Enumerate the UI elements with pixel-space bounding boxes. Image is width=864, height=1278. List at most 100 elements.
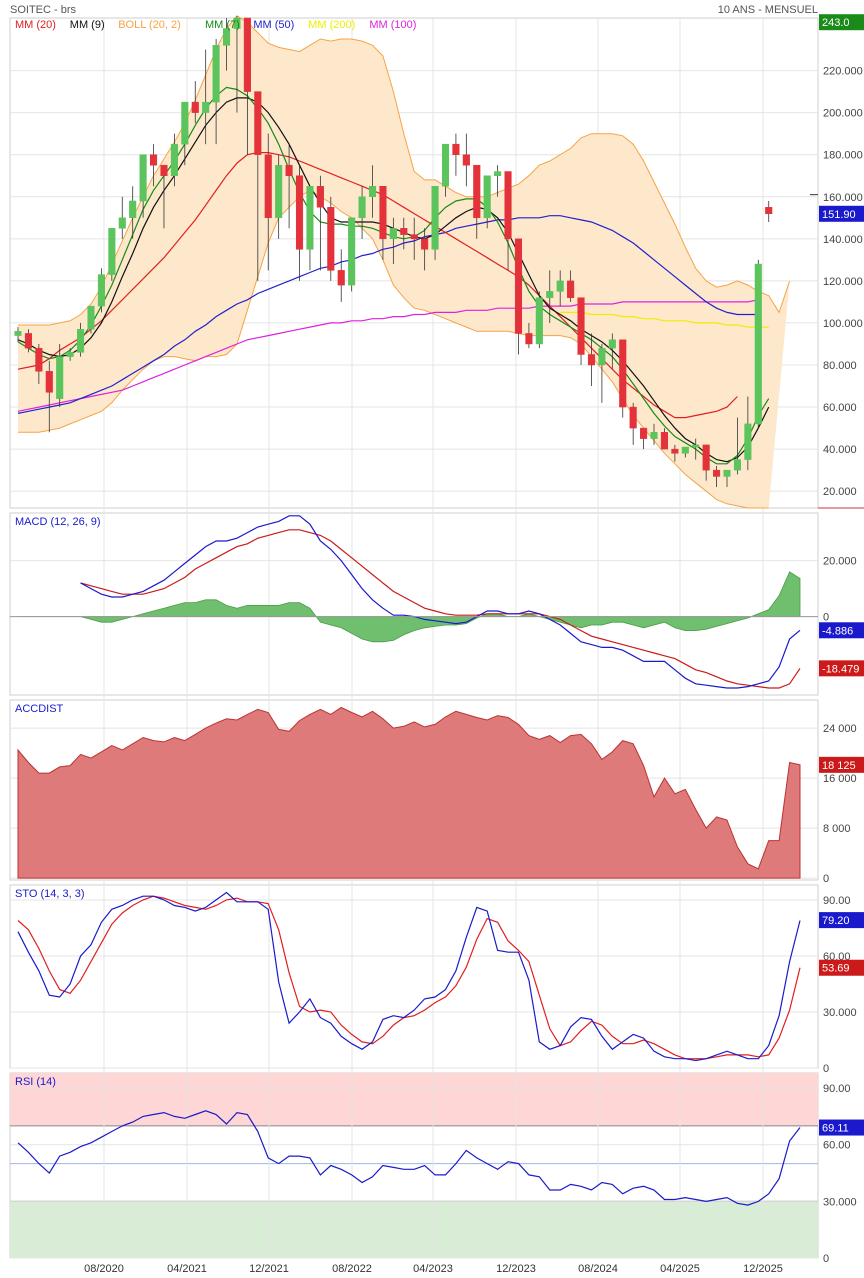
candle-body — [483, 175, 491, 219]
candle — [348, 217, 356, 292]
candle — [494, 165, 502, 197]
candle-body — [35, 347, 43, 372]
candle — [441, 143, 450, 197]
legend-item: MM (7) — [205, 19, 240, 31]
candle — [733, 417, 741, 475]
accdist-area — [17, 706, 801, 879]
value-badge-label: 79.20 — [822, 915, 850, 927]
y-tick-label: 160.000 — [823, 192, 863, 204]
candle-body — [713, 469, 721, 477]
candle — [77, 322, 85, 357]
candle-body — [108, 228, 116, 275]
candle-body — [285, 164, 293, 176]
x-tick-label: 12/2025 — [743, 1263, 783, 1275]
candle-body — [327, 207, 335, 271]
candle — [170, 133, 178, 187]
macd-signal-line — [80, 529, 801, 689]
mm200-line — [560, 311, 769, 328]
panel-title: STO (14, 3, 3) — [15, 888, 85, 900]
panel-title: ACCDIST — [15, 703, 64, 715]
y-tick-label: 30.000 — [823, 1007, 857, 1019]
value-badge-box — [819, 756, 864, 773]
candle — [56, 343, 64, 408]
series-layer — [14, 15, 801, 1206]
candle — [410, 217, 418, 260]
candle-body — [87, 305, 95, 330]
value-badge: 79.20 — [819, 912, 864, 929]
panel-frame — [9, 512, 819, 696]
value-badge: 243.0 — [819, 14, 864, 31]
candle-body — [337, 270, 345, 286]
candle-body — [358, 196, 366, 219]
macd-histogram — [18, 571, 801, 643]
candle-body — [368, 185, 377, 198]
value-badge: 18 125 — [819, 756, 864, 773]
candle-body — [567, 280, 575, 298]
candle-body — [243, 17, 251, 92]
candle-body — [640, 427, 648, 439]
candle — [202, 49, 210, 145]
candle — [24, 329, 32, 353]
panel-title: MACD (12, 26, 9) — [15, 516, 101, 528]
candle-body — [400, 228, 408, 235]
candle-body — [316, 185, 324, 208]
candle — [556, 270, 564, 307]
axis-layer — [10, 194, 864, 618]
candle-body — [546, 291, 554, 298]
y-tick-label: 8 000 — [823, 823, 851, 835]
candle — [45, 360, 53, 433]
candle-body — [14, 331, 22, 336]
candle-body — [629, 406, 637, 429]
candle — [191, 81, 199, 124]
candle — [389, 217, 397, 265]
candle-body — [754, 263, 762, 425]
candle-body — [421, 238, 429, 250]
candle-body — [765, 207, 773, 215]
x-tick-label: 12/2023 — [496, 1263, 536, 1275]
x-tick-label: 08/2024 — [578, 1263, 618, 1275]
candle-body — [348, 217, 356, 286]
candle — [431, 185, 439, 260]
candle-body — [306, 185, 314, 250]
value-badge-label: 69.11 — [822, 1123, 849, 1135]
y-tick-label: 0 — [823, 612, 829, 624]
value-badge-label: -4.886 — [822, 625, 853, 637]
candle — [275, 154, 283, 239]
mm50-line — [17, 215, 759, 414]
candle-body — [525, 333, 533, 345]
candle-body — [77, 328, 85, 353]
candle — [598, 343, 606, 403]
y-tick-label: 20.000 — [823, 486, 857, 498]
candle-body — [254, 91, 262, 155]
sto-d-line — [17, 895, 801, 1060]
y-tick-label: 200.000 — [823, 108, 863, 120]
candle — [577, 297, 585, 365]
candle-body — [587, 354, 596, 366]
x-tick-label: 08/2020 — [84, 1263, 124, 1275]
candle-body — [191, 101, 199, 113]
y-tick-label: 180.000 — [823, 150, 863, 162]
candle — [97, 268, 105, 313]
candle — [35, 343, 43, 384]
legend-item: MM (20) — [15, 19, 56, 31]
candle — [681, 446, 689, 458]
candle — [118, 196, 126, 239]
candle — [87, 305, 95, 334]
candle-body — [462, 154, 470, 166]
candle — [212, 39, 220, 145]
candle — [587, 333, 596, 387]
candle-body — [671, 448, 679, 454]
legend-item: MM (9) — [70, 19, 105, 31]
panel-backgrounds — [9, 17, 819, 1259]
candle-body — [202, 101, 210, 113]
candle — [139, 154, 147, 218]
y-tick-label: 90.00 — [823, 1083, 851, 1095]
candle — [306, 185, 314, 271]
candle — [421, 228, 429, 271]
candle-body — [45, 371, 53, 393]
mm20-line — [17, 152, 738, 419]
value-badge-label: 151.90 — [822, 209, 856, 221]
y-tick-label: 20.000 — [823, 556, 857, 568]
candle — [692, 438, 700, 460]
